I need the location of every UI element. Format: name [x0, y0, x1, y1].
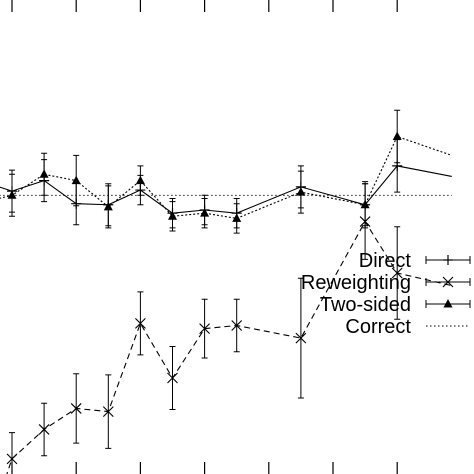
data-point-cross [391, 267, 403, 279]
data-point-triangle [39, 169, 49, 178]
data-point-triangle [296, 187, 306, 196]
data-point-triangle [168, 211, 177, 220]
data-point-cross [295, 332, 307, 344]
legend-errorbar-sample [425, 256, 471, 264]
data-point-triangle [360, 199, 370, 209]
data-point-triangle [71, 175, 81, 185]
data-point-triangle [103, 201, 113, 211]
data-point-cross [199, 323, 210, 335]
series-line [0, 165, 452, 214]
legend-errorbar-sample [425, 278, 471, 286]
series-two-sided [0, 109, 452, 234]
data-point-cross [135, 318, 146, 329]
data-point-cross [231, 320, 243, 331]
data-point-cross [38, 424, 50, 435]
data-point-triangle [392, 131, 402, 140]
data-point-plus [443, 255, 453, 265]
series-line [0, 135, 452, 219]
data-point-cross [167, 372, 178, 384]
data-point-triangle [443, 299, 453, 308]
error-bar [9, 432, 15, 474]
legend-label: Two-sided [320, 294, 411, 316]
data-point-cross [442, 276, 454, 288]
data-point-triangle [200, 208, 210, 217]
legend-label: Correct [345, 316, 411, 338]
legend-label: Direct [359, 250, 412, 272]
data-point-triangle [7, 190, 17, 199]
legend-label: Reweighting [301, 272, 411, 294]
data-point-triangle [232, 213, 242, 222]
legend-errorbar-sample [425, 300, 471, 308]
data-point-cross [70, 403, 82, 414]
plot-area [0, 109, 452, 474]
data-point-triangle [135, 175, 145, 185]
axis-ticks [11, 0, 398, 474]
data-point-cross [6, 453, 18, 465]
data-point-cross [102, 406, 114, 417]
series-direct [0, 139, 452, 229]
